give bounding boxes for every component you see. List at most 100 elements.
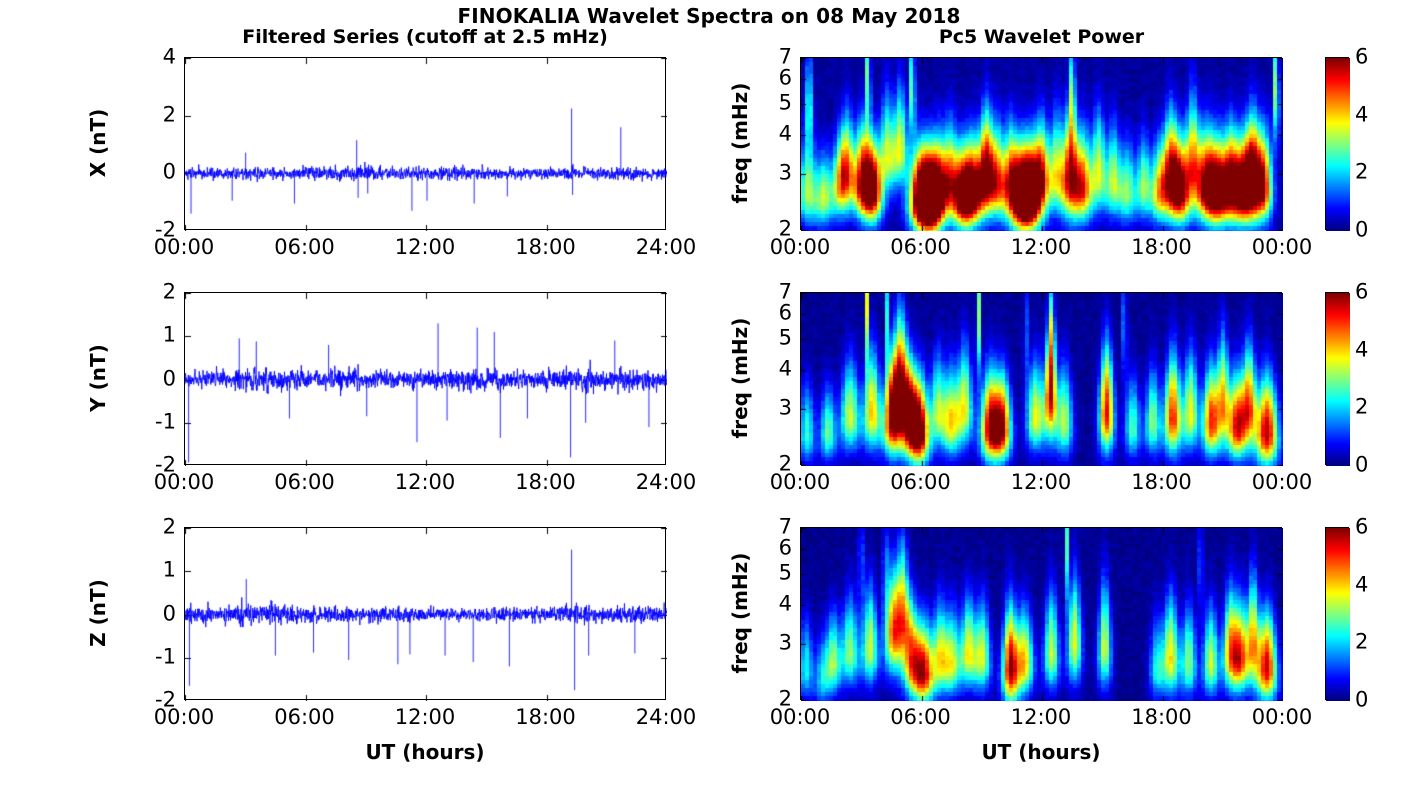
timeseries-xtick-x-0: 00:00 — [153, 235, 215, 259]
timeseries-ytick-z-4: 2 — [162, 514, 176, 539]
colorbar-tick-z-2: 4 — [1355, 572, 1369, 597]
timeseries-xtick-x-1: 06:00 — [274, 235, 335, 259]
spectrogram-xtick-z-3: 18:00 — [1131, 705, 1192, 729]
timeseries-ytick-y-0: -2 — [155, 452, 176, 477]
timeseries-ytick-y-2: 0 — [162, 366, 176, 390]
spectrogram-axes-y — [800, 292, 1283, 466]
colorbar-tick-x-0: 0 — [1355, 217, 1369, 242]
timeseries-trace-z — [185, 528, 667, 701]
timeseries-ytick-y-3: 1 — [162, 322, 176, 347]
timeseries-ylabel-y: Y (nT) — [86, 343, 110, 412]
spectrogram-xtick-x-1: 06:00 — [890, 235, 951, 259]
colorbar-tick-x-1: 2 — [1355, 159, 1369, 184]
spectrogram-ytick-x-0: 2 — [778, 216, 792, 241]
timeseries-xtick-y-4: 24:00 — [635, 470, 697, 494]
figure-title: FINOKALIA Wavelet Spectra on 08 May 2018 — [457, 4, 961, 28]
spectrogram-image-z — [801, 528, 1283, 701]
timeseries-ytick-x-0: -2 — [155, 217, 176, 242]
colorbar-tick-z-1: 2 — [1355, 629, 1369, 654]
timeseries-xtick-x-4: 24:00 — [635, 235, 697, 259]
spectrogram-xtick-z-2: 12:00 — [1010, 705, 1072, 729]
timeseries-ytick-z-0: -2 — [155, 687, 176, 712]
colorbar-tick-y-1: 2 — [1355, 394, 1369, 419]
timeseries-ylabel-z: Z (nT) — [86, 578, 110, 647]
timeseries-xtick-y-3: 18:00 — [515, 470, 576, 494]
timeseries-xtick-y-1: 06:00 — [274, 470, 335, 494]
spectrogram-xtick-z-1: 06:00 — [890, 705, 951, 729]
colorbar-z — [1325, 527, 1350, 701]
spectrogram-image-y — [801, 293, 1283, 466]
timeseries-ytick-x-3: 4 — [162, 44, 176, 69]
timeseries-ytick-x-1: 0 — [162, 159, 176, 184]
spectrogram-ytick-x-5: 7 — [778, 44, 792, 69]
timeseries-xtick-y-2: 12:00 — [394, 470, 456, 494]
spectrogram-xtick-x-0: 00:00 — [769, 235, 831, 259]
spectrogram-axes-z — [800, 527, 1283, 701]
colorbar-tick-y-3: 6 — [1355, 279, 1369, 304]
spectrogram-ylabel-z: freq (mHz) — [728, 552, 752, 673]
spectrogram-ytick-x-4: 6 — [778, 65, 792, 90]
colorbar-tick-x-3: 6 — [1355, 44, 1369, 69]
colorbar-x — [1325, 57, 1350, 231]
left-column-title: Filtered Series (cutoff at 2.5 mHz) — [242, 26, 608, 48]
spectrogram-axes-x — [800, 57, 1283, 231]
spectrogram-xtick-y-4: 00:00 — [1251, 470, 1313, 494]
spectrogram-ytick-z-5: 7 — [778, 514, 792, 539]
spectrogram-ytick-y-0: 2 — [778, 451, 792, 476]
spectrogram-ytick-y-2: 4 — [778, 356, 792, 381]
timeseries-xtick-z-0: 00:00 — [153, 705, 215, 729]
colorbar-y — [1325, 292, 1350, 466]
timeseries-axes-x — [184, 57, 667, 231]
spectrogram-xtick-x-4: 00:00 — [1251, 235, 1313, 259]
spectrogram-ytick-z-4: 6 — [778, 535, 792, 560]
spectrogram-ytick-y-4: 6 — [778, 300, 792, 325]
timeseries-trace-y — [185, 293, 667, 466]
colorbar-gradient-x — [1326, 58, 1350, 231]
timeseries-ytick-z-2: 0 — [162, 601, 176, 625]
timeseries-xlabel: UT (hours) — [365, 740, 485, 764]
timeseries-axes-y — [184, 292, 667, 466]
timeseries-xtick-x-2: 12:00 — [394, 235, 456, 259]
spectrogram-ytick-x-1: 3 — [778, 160, 792, 185]
spectrogram-xtick-y-3: 18:00 — [1131, 470, 1192, 494]
timeseries-trace-x — [185, 58, 667, 231]
spectrogram-ytick-y-3: 5 — [778, 325, 792, 350]
spectrogram-ylabel-x: freq (mHz) — [728, 82, 752, 203]
timeseries-ytick-z-1: -1 — [155, 644, 176, 669]
timeseries-ytick-z-3: 1 — [162, 557, 176, 582]
spectrogram-xtick-z-4: 00:00 — [1251, 705, 1313, 729]
spectrogram-ytick-y-5: 7 — [778, 279, 792, 304]
timeseries-xtick-z-2: 12:00 — [394, 705, 456, 729]
colorbar-tick-z-3: 6 — [1355, 514, 1369, 539]
colorbar-gradient-z — [1326, 528, 1350, 701]
spectrogram-xlabel: UT (hours) — [981, 740, 1101, 764]
spectrogram-ytick-y-1: 3 — [778, 395, 792, 420]
timeseries-xtick-y-0: 00:00 — [153, 470, 215, 494]
timeseries-xtick-x-3: 18:00 — [515, 235, 576, 259]
colorbar-tick-y-2: 4 — [1355, 337, 1369, 362]
spectrogram-xtick-y-0: 00:00 — [769, 470, 831, 494]
timeseries-ytick-y-1: -1 — [155, 409, 176, 434]
spectrogram-ytick-z-2: 4 — [778, 591, 792, 616]
spectrogram-ylabel-y: freq (mHz) — [728, 317, 752, 438]
spectrogram-xtick-y-1: 06:00 — [890, 470, 951, 494]
colorbar-gradient-y — [1326, 293, 1350, 466]
timeseries-xtick-z-3: 18:00 — [515, 705, 576, 729]
timeseries-ytick-x-2: 2 — [162, 102, 176, 127]
colorbar-tick-z-0: 0 — [1355, 687, 1369, 712]
spectrogram-ytick-z-3: 5 — [778, 560, 792, 585]
timeseries-xtick-z-1: 06:00 — [274, 705, 335, 729]
timeseries-xtick-z-4: 24:00 — [635, 705, 697, 729]
colorbar-tick-y-0: 0 — [1355, 452, 1369, 477]
spectrogram-ytick-x-3: 5 — [778, 90, 792, 115]
spectrogram-xtick-x-3: 18:00 — [1131, 235, 1192, 259]
spectrogram-ytick-z-1: 3 — [778, 630, 792, 655]
timeseries-ytick-y-4: 2 — [162, 279, 176, 304]
spectrogram-image-x — [801, 58, 1283, 231]
spectrogram-ytick-z-0: 2 — [778, 686, 792, 711]
right-column-title: Pc5 Wavelet Power — [938, 26, 1145, 48]
timeseries-axes-z — [184, 527, 667, 701]
spectrogram-ytick-x-2: 4 — [778, 121, 792, 146]
spectrogram-xtick-z-0: 00:00 — [769, 705, 831, 729]
